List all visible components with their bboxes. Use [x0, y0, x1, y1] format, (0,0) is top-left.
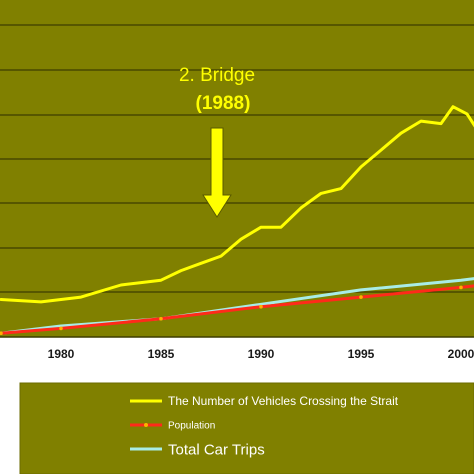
legend: The Number of Vehicles Crossing the Stra…	[130, 394, 399, 458]
legend-background	[19, 382, 474, 474]
annotation-year: (1988)	[196, 93, 251, 114]
legend-label: Population	[168, 421, 215, 432]
x-tick-label-1985: 1985	[148, 347, 175, 361]
population-point	[0, 331, 3, 336]
legend-label: Total Car Trips	[168, 441, 265, 458]
bridge-annotation: 2. Bridge (1988)	[179, 65, 255, 218]
population-point	[59, 326, 63, 331]
population-point	[359, 295, 363, 299]
grid-lines	[0, 24, 474, 293]
x-tick-label-1995: 1995	[348, 347, 375, 361]
annotation-title: 2. Bridge	[179, 65, 255, 86]
x-tick-labels: 1980 1985 1990 1995 2000	[48, 347, 474, 361]
legend-swatch-marker	[144, 423, 148, 427]
series-line-total-car-trips	[0, 277, 474, 335]
legend-label: The Number of Vehicles Crossing the Stra…	[168, 394, 399, 408]
population-point	[159, 316, 163, 321]
series-lines	[0, 105, 474, 336]
annotation-arrow	[202, 127, 232, 218]
population-point	[259, 304, 263, 309]
series-line-vehicles	[0, 105, 474, 304]
x-tick-label-1980: 1980	[48, 347, 75, 361]
x-tick-label-1990: 1990	[248, 347, 275, 361]
plot-area	[0, 0, 474, 337]
population-point	[459, 285, 463, 290]
x-tick-label-2000: 2000	[448, 347, 474, 361]
